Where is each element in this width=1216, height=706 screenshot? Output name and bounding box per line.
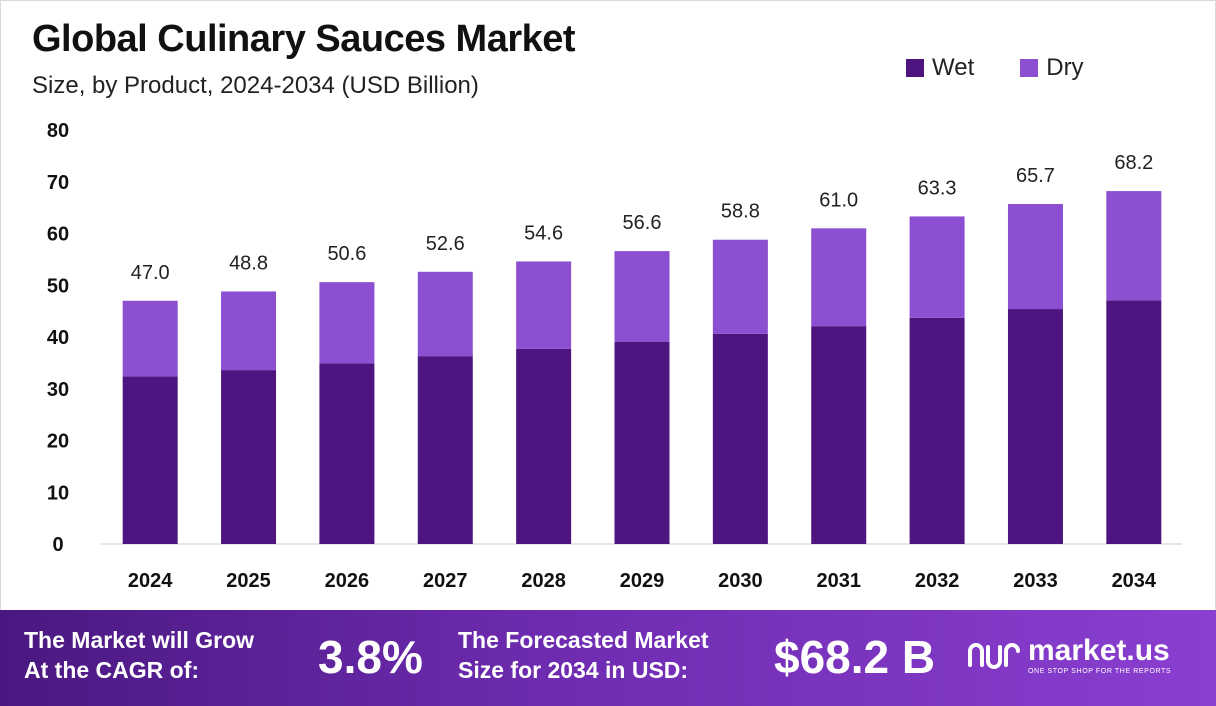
x-tick-label-2029: 2029	[620, 570, 665, 592]
chart-legend: Wet Dry	[906, 54, 1130, 82]
x-tick-label-2028: 2028	[521, 570, 566, 592]
y-tick-label: 50	[47, 275, 69, 297]
x-tick-label-2033: 2033	[1013, 570, 1058, 592]
total-label-2031: 61.0	[819, 189, 858, 211]
bar-wet-2027	[417, 356, 473, 544]
y-tick-label: 40	[47, 327, 69, 349]
total-label-2033: 65.7	[1016, 165, 1055, 187]
bar-dry-2029	[614, 251, 670, 342]
bar-wet-2032	[909, 317, 965, 544]
forecast-value: $68.2 B	[774, 631, 936, 683]
x-tick-label-2026: 2026	[325, 570, 370, 592]
market-us-logo-icon	[968, 642, 1020, 669]
x-tick-label-2032: 2032	[915, 570, 960, 592]
cagr-label-line2: At the CAGR of:	[24, 657, 200, 683]
forecast-label-line2: Size for 2034 in USD:	[458, 657, 689, 683]
bar-wet-2034	[1106, 300, 1162, 544]
chart-subtitle: Size, by Product, 2024-2034 (USD Billion…	[32, 72, 479, 99]
x-tick-label-2027: 2027	[423, 570, 468, 592]
y-tick-label: 30	[47, 379, 69, 401]
bar-dry-2026	[319, 282, 375, 364]
bar-dry-2028	[516, 261, 572, 349]
y-tick-label: 10	[47, 482, 69, 504]
bar-dry-2034	[1106, 191, 1162, 301]
bar-dry-2032	[909, 216, 965, 318]
cagr-label: The Market will Grow At the CAGR of:	[24, 625, 254, 685]
total-label-2030: 58.8	[721, 201, 760, 223]
bar-dry-2024	[122, 300, 178, 377]
bar-wet-2029	[614, 341, 670, 544]
x-tick-label-2024: 2024	[128, 570, 173, 592]
bar-dry-2027	[417, 271, 473, 357]
total-label-2029: 56.6	[623, 212, 662, 234]
legend-swatch-dry	[1020, 59, 1039, 77]
bar-chart: 0102030405060708047.0202448.8202550.6202…	[47, 120, 1182, 592]
y-tick-label: 80	[47, 120, 69, 142]
y-tick-label: 0	[52, 534, 63, 556]
legend-label-wet: Wet	[932, 54, 975, 81]
forecast-label: The Forecasted Market Size for 2034 in U…	[458, 625, 709, 685]
total-label-2032: 63.3	[918, 177, 957, 199]
bar-dry-2031	[811, 228, 867, 327]
legend-item-wet: Wet	[906, 54, 974, 82]
cagr-label-line1: The Market will Grow	[24, 627, 255, 653]
legend-swatch-wet	[906, 59, 924, 77]
bar-wet-2033	[1007, 309, 1063, 544]
forecast-label-line1: The Forecasted Market	[458, 627, 709, 653]
y-tick-label: 60	[47, 224, 69, 246]
bar-wet-2031	[811, 326, 867, 544]
bar-wet-2026	[319, 363, 375, 544]
total-label-2027: 52.6	[426, 233, 465, 255]
total-label-2026: 50.6	[327, 243, 366, 265]
total-label-2024: 47.0	[131, 262, 170, 284]
y-tick-label: 20	[47, 431, 69, 453]
cagr-value: 3.8%	[318, 631, 423, 683]
bar-wet-2025	[221, 370, 277, 544]
bar-wet-2024	[122, 376, 178, 544]
bar-wet-2028	[516, 348, 572, 544]
bar-dry-2025	[221, 291, 277, 371]
legend-item-dry: Dry	[1020, 54, 1084, 82]
x-tick-label-2030: 2030	[718, 570, 763, 592]
brand-tagline: ONE STOP SHOP FOR THE REPORTS	[1028, 668, 1172, 675]
x-tick-label-2025: 2025	[226, 570, 271, 592]
bar-wet-2030	[712, 333, 768, 544]
chart-title: Global Culinary Sauces Market	[32, 18, 576, 60]
legend-label-dry: Dry	[1046, 54, 1084, 81]
bar-dry-2033	[1007, 204, 1063, 310]
total-label-2028: 54.6	[524, 222, 563, 244]
market-us-logo: market.us ONE STOP SHOP FOR THE REPORTS	[966, 636, 1171, 675]
bar-dry-2030	[712, 239, 768, 334]
total-label-2034: 68.2	[1114, 152, 1153, 174]
brand-name: market.us	[1028, 634, 1170, 667]
y-tick-label: 70	[47, 172, 69, 194]
total-label-2025: 48.8	[229, 252, 268, 274]
x-tick-label-2034: 2034	[1112, 570, 1157, 592]
x-tick-label-2031: 2031	[816, 570, 861, 592]
footer-banner: The Market will Grow At the CAGR of: 3.8…	[0, 610, 1216, 706]
